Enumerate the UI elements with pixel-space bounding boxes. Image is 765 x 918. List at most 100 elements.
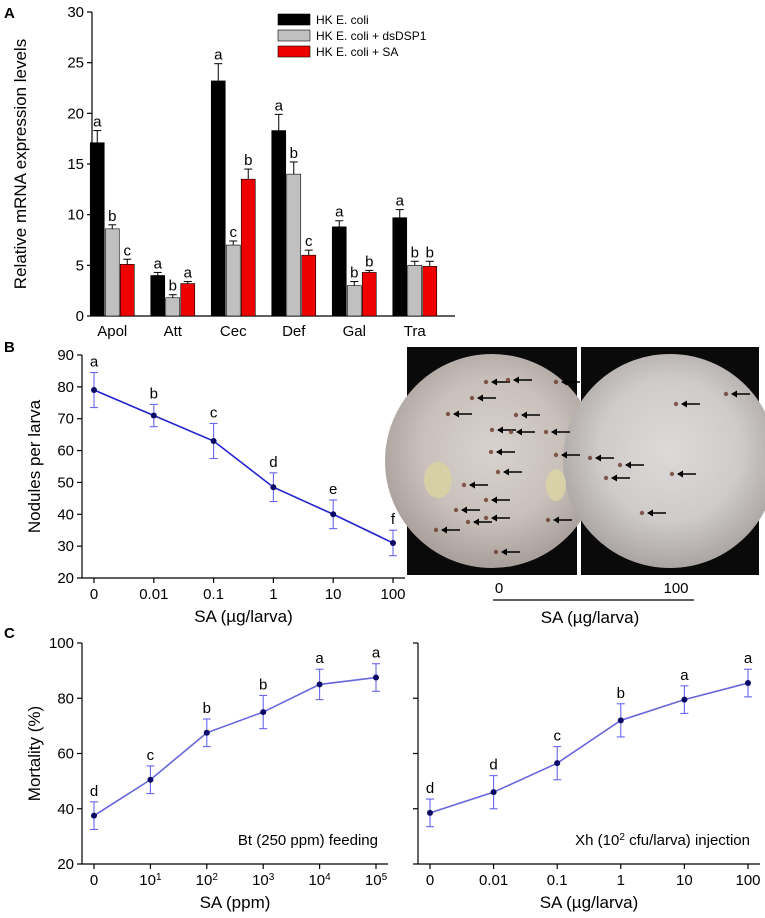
data-point xyxy=(490,789,497,796)
significance-letter: a xyxy=(335,204,344,221)
bar xyxy=(407,265,423,317)
chart-c-left: 20 40 60 80 100 0 101 102 103 104 105 Mortality (%)… xyxy=(25,635,388,912)
significance-letter: a xyxy=(154,255,163,272)
data-point xyxy=(150,412,157,419)
arrow-head xyxy=(469,481,475,489)
x-tick-label: 0.1 xyxy=(547,872,568,889)
category-label: Att xyxy=(164,323,183,340)
significance-letter: a xyxy=(372,645,381,662)
significance-letter: b xyxy=(426,244,434,261)
significance-letter: b xyxy=(365,253,373,270)
x-axis-label: SA (µg/larva) xyxy=(540,893,639,912)
legend-swatch xyxy=(277,13,311,26)
x-tick-label: 100 xyxy=(735,872,760,889)
arrow-head xyxy=(681,400,687,408)
arrow-head xyxy=(611,474,617,482)
y-tick-label: 70 xyxy=(57,411,74,428)
x-tick-label: 105 xyxy=(365,872,388,890)
panel-label-a: A xyxy=(4,5,15,22)
y-tick-label: 30 xyxy=(67,4,84,21)
y-tick-label: 60 xyxy=(57,443,74,460)
nodule xyxy=(483,515,489,521)
significance-letter: b xyxy=(290,145,298,162)
arrow-head xyxy=(441,526,447,534)
bar xyxy=(165,297,181,317)
significance-letter: b xyxy=(244,152,252,169)
nodule xyxy=(489,427,495,433)
nodule xyxy=(453,507,459,513)
data-point xyxy=(91,387,97,394)
y-tick-label: 90 xyxy=(57,347,74,364)
significance-letter: c xyxy=(210,404,218,421)
series-line xyxy=(93,676,377,817)
nodule xyxy=(723,391,729,397)
legend-label: HK E. coli + dsDSP1 xyxy=(316,29,427,43)
y-tick-label: 30 xyxy=(57,538,74,555)
bar xyxy=(346,285,362,317)
category-label: Gal xyxy=(343,323,366,340)
x-tick-label: 0.1 xyxy=(203,586,224,603)
bar xyxy=(210,80,226,317)
y-tick-label: 40 xyxy=(57,506,74,523)
arrow-head xyxy=(625,461,631,469)
significance-letter: c xyxy=(553,728,561,745)
category-label: Def xyxy=(282,323,306,340)
x-axis-label: SA (ppm) xyxy=(200,893,271,912)
significance-letter: b xyxy=(169,278,177,295)
y-axis-label: Relative mRNA expression levels xyxy=(11,39,30,289)
series-line xyxy=(93,389,394,544)
arrow-head xyxy=(595,454,601,462)
y-tick-label: 20 xyxy=(67,105,84,122)
significance-letter: b xyxy=(617,685,625,702)
x-tick-label: 104 xyxy=(308,872,331,890)
significance-letter: a xyxy=(184,265,193,282)
nodule xyxy=(483,497,489,503)
significance-letter: d xyxy=(426,780,434,797)
panel-label-c: C xyxy=(4,625,15,642)
x-tick-label: 0.01 xyxy=(479,872,508,889)
arrow-head xyxy=(497,426,503,434)
chart-c-right: 0 0.01 0.1 1 10 100 SA (µg/larva) d d c b a a Xh (102… xyxy=(413,642,761,912)
significance-letter: a xyxy=(275,97,284,114)
data-point xyxy=(373,674,379,681)
nodule xyxy=(553,452,559,458)
y-tick-label: 20 xyxy=(57,856,74,873)
arrow-head xyxy=(461,506,467,514)
chart-b: 20 30 40 50 60 70 80 90 0 0.01 0.1 1 10 100 Nodules pe… xyxy=(25,347,406,626)
nodule xyxy=(461,482,467,488)
x-tick-label: 101 xyxy=(139,872,162,890)
x-tick-label: 0.01 xyxy=(139,586,168,603)
x-tick-label: 103 xyxy=(252,872,275,890)
significance-letter: c xyxy=(147,747,155,764)
arrow-head xyxy=(501,548,507,556)
nodule xyxy=(545,517,551,523)
nodule xyxy=(469,395,475,401)
data-point xyxy=(270,484,277,491)
fat-body xyxy=(546,469,566,501)
nodule xyxy=(493,549,499,555)
y-axis-label: Mortality (%) xyxy=(25,706,44,801)
nodule xyxy=(433,527,439,533)
data-point xyxy=(617,717,624,724)
data-point xyxy=(260,709,267,716)
significance-letter: d xyxy=(90,783,98,800)
arrow-head xyxy=(491,378,497,386)
arrow-head xyxy=(513,376,519,384)
bar xyxy=(225,244,241,317)
x-tick-label: 10 xyxy=(676,872,693,889)
bar xyxy=(150,275,166,317)
arrow-head xyxy=(453,410,459,418)
data-point xyxy=(330,511,337,518)
x-tick-label: 0 xyxy=(90,872,98,889)
y-tick-label: 50 xyxy=(57,474,74,491)
arrow-head xyxy=(503,468,509,476)
y-tick-label: 80 xyxy=(57,379,74,396)
bar xyxy=(119,264,135,317)
nodule xyxy=(603,475,609,481)
data-point xyxy=(390,539,396,546)
panel-label-b: B xyxy=(4,339,15,356)
data-point xyxy=(210,438,217,445)
arrow-head xyxy=(647,509,653,517)
bar xyxy=(301,254,317,317)
data-point xyxy=(554,760,561,767)
